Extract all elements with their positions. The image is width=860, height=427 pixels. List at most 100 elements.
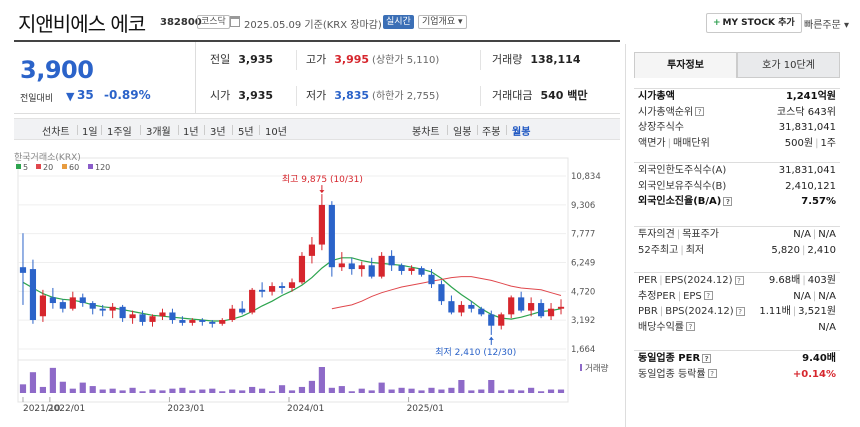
candle-daily[interactable]: 일봉 xyxy=(453,127,472,138)
stock-name: 지앤비에스 에코 xyxy=(18,12,146,36)
help-icon[interactable]: ? xyxy=(734,275,744,285)
legend-item: 120 xyxy=(95,163,110,172)
legend-swatch xyxy=(36,164,41,169)
help-icon[interactable]: ? xyxy=(686,322,695,331)
realtime-badge[interactable]: 실시간 xyxy=(383,15,414,29)
volume-bar xyxy=(438,389,445,393)
industry-per-label: 동일업종 PER? xyxy=(638,351,712,367)
high-arrow-head xyxy=(319,190,325,194)
period-1d[interactable]: 1일 xyxy=(82,127,98,138)
add-mystock-button[interactable]: + MY STOCK 추가 xyxy=(706,13,802,33)
line-chart-label: 선차트 xyxy=(42,127,70,138)
candle xyxy=(268,286,276,292)
volume-bar xyxy=(378,382,385,393)
period-3y[interactable]: 3년 xyxy=(210,127,226,138)
change-label: 전일대비 xyxy=(20,94,54,104)
opinion-value: N/A | N/A xyxy=(793,229,836,240)
candle xyxy=(348,263,355,270)
candle xyxy=(139,314,146,322)
current-price: 3,900 xyxy=(20,56,94,84)
help-icon[interactable]: ? xyxy=(703,291,713,300)
help-icon[interactable]: ? xyxy=(723,196,733,206)
chevron-down-icon: ▾ xyxy=(458,17,463,27)
market-cap-value: 1,241억원 xyxy=(785,91,836,102)
volume-label: 거래량 xyxy=(492,53,523,66)
foreign-limit-label: 외국인한도주식수(A) xyxy=(638,165,727,176)
candle xyxy=(448,301,455,313)
prev-close-label: 전일 xyxy=(210,53,231,66)
par-value-label: 액면가 | 매매단위 xyxy=(638,137,710,149)
per-eps-label: PER | EPS(2024.12)? xyxy=(638,273,744,289)
volume-bar xyxy=(448,387,455,393)
volume-bar xyxy=(229,389,236,393)
period-10y[interactable]: 10년 xyxy=(265,127,287,138)
candle xyxy=(209,321,216,324)
candle xyxy=(59,302,66,309)
chart-canvas: 한국거래소(KRX)5 20 60 120 10,834 9,306 7,777 6,249 4… xyxy=(14,152,609,414)
company-overview-button[interactable]: 기업개요 ▾ xyxy=(418,15,467,29)
volume-bar xyxy=(278,385,286,393)
candle xyxy=(69,297,76,309)
help-icon[interactable]: ? xyxy=(695,107,705,116)
volume-bar xyxy=(308,380,316,393)
open-cell: 시가 3,935 xyxy=(210,78,273,114)
add-mystock-label: MY STOCK 추가 xyxy=(722,18,795,28)
candle-weekly[interactable]: 주봉 xyxy=(482,127,501,138)
candle xyxy=(288,282,296,288)
quick-order-link[interactable]: 빠른주문 ▾ xyxy=(804,16,849,31)
volume-bar xyxy=(328,387,335,393)
candle xyxy=(249,289,256,313)
period-5y[interactable]: 5년 xyxy=(238,127,254,138)
volume-cell: 거래량 138,114 xyxy=(492,42,580,78)
volume-bar xyxy=(99,389,106,393)
volume-bar xyxy=(368,390,375,393)
volume-bar xyxy=(219,391,226,393)
volume-bar xyxy=(318,367,325,393)
high-value: 3,995 xyxy=(334,53,370,66)
calendar-icon xyxy=(230,16,240,27)
tab-investment-info[interactable]: 투자정보 xyxy=(634,52,737,78)
price-chart[interactable]: 한국거래소(KRX) 5 20 60 120 10,834 9,306 7,777 6,249 4… xyxy=(14,148,620,420)
down-arrow-icon: ▼ xyxy=(66,90,75,103)
change-percent: -0.89% xyxy=(104,88,151,102)
legend-swatch xyxy=(88,164,93,169)
opinion-group: 투자의견 | 목표주가 N/A | N/A 52주최고 | 최저 5,820 | 2,410 xyxy=(634,226,840,258)
period-3m[interactable]: 3개월 xyxy=(146,127,171,138)
week52-value: 5,820 | 2,410 xyxy=(771,244,836,256)
divider xyxy=(259,125,260,135)
period-1y[interactable]: 1년 xyxy=(183,127,199,138)
per-eps-value: 9.68배 | 403원 xyxy=(768,275,836,286)
candle xyxy=(408,268,415,271)
candle xyxy=(49,297,56,304)
candle xyxy=(298,255,306,283)
volume-bar xyxy=(189,390,196,393)
low-cell: 저가 3,835 (하한가 2,755) xyxy=(306,78,439,114)
chart-toolbar: 선차트 1일 1주일 3개월 1년 3년 5년 10년 봉차트 일봉 주봉 월봉 xyxy=(14,118,620,140)
help-icon[interactable]: ? xyxy=(702,353,712,363)
industry-per-value: 9.40배 xyxy=(802,353,836,364)
amount-value: 540 백만 xyxy=(540,89,588,102)
volume-bar xyxy=(169,388,176,393)
current-price-box: 3,900 전일대비 ▼ 35 -0.89% xyxy=(14,42,196,114)
opinion-row: 투자의견 | 목표주가 N/A | N/A xyxy=(634,227,840,243)
candle xyxy=(199,320,206,322)
candle-monthly[interactable]: 월봉 xyxy=(512,127,531,138)
help-icon[interactable]: ? xyxy=(707,369,717,378)
candle xyxy=(498,314,505,326)
tab-orderbook-10[interactable]: 호가 10단계 xyxy=(737,52,840,78)
volume-bar xyxy=(39,386,46,393)
volume-bar xyxy=(518,390,525,393)
volume-bar xyxy=(29,372,37,393)
volume-bar xyxy=(538,391,545,393)
help-icon[interactable]: ? xyxy=(735,306,745,316)
quote-panel: 3,900 전일대비 ▼ 35 -0.89% 전일 3,935 시가 3,935 고… xyxy=(14,40,620,114)
volume-bar xyxy=(259,388,266,393)
period-1w[interactable]: 1주일 xyxy=(107,127,132,138)
foreign-ratio-value: 7.57% xyxy=(801,196,836,207)
legend-swatch xyxy=(62,164,67,169)
volume-bar xyxy=(79,382,86,393)
y-tick-label: 7,777 xyxy=(571,230,595,240)
candle xyxy=(169,312,176,321)
open-value: 3,935 xyxy=(238,89,274,102)
volume-bar xyxy=(69,388,76,393)
